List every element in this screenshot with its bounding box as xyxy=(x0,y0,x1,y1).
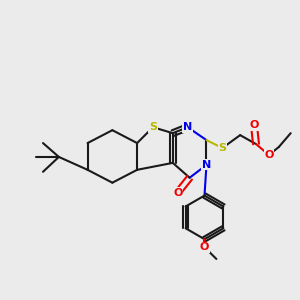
Text: O: O xyxy=(264,150,274,160)
Text: O: O xyxy=(200,242,209,252)
Text: N: N xyxy=(202,160,211,170)
Text: N: N xyxy=(183,122,192,132)
Text: O: O xyxy=(173,188,182,198)
Text: S: S xyxy=(218,143,226,153)
Text: S: S xyxy=(149,122,157,132)
Text: O: O xyxy=(249,120,259,130)
